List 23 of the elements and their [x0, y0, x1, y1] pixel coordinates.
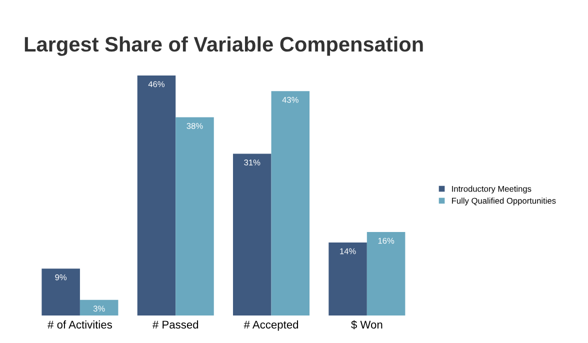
- data-label: 46%: [148, 81, 165, 88]
- legend-label: Fully Qualified Opportunities: [452, 198, 556, 206]
- data-label: 16%: [378, 238, 394, 244]
- x-tick-label: $ Won: [351, 320, 382, 330]
- bar: [176, 117, 214, 316]
- bar: [328, 242, 367, 316]
- data-label: 9%: [55, 274, 67, 280]
- bar: [42, 268, 80, 316]
- x-tick-label: # Accepted: [244, 320, 298, 331]
- data-label: 31%: [244, 160, 260, 166]
- x-tick-label: # Passed: [152, 320, 198, 329]
- chart-title: Largest Share of Variable Compensation: [24, 36, 423, 56]
- legend-label: Introductory Meetings: [452, 186, 532, 194]
- bar: [137, 75, 176, 316]
- data-label: 43%: [282, 96, 298, 103]
- bar: [366, 232, 406, 316]
- data-label: 14%: [340, 248, 356, 254]
- bar: [233, 154, 272, 316]
- bar: [271, 91, 310, 316]
- x-tick-label: # of Activities: [48, 320, 112, 329]
- data-label: 38%: [186, 122, 203, 129]
- data-label: 3%: [93, 306, 105, 312]
- bar: [80, 300, 118, 316]
